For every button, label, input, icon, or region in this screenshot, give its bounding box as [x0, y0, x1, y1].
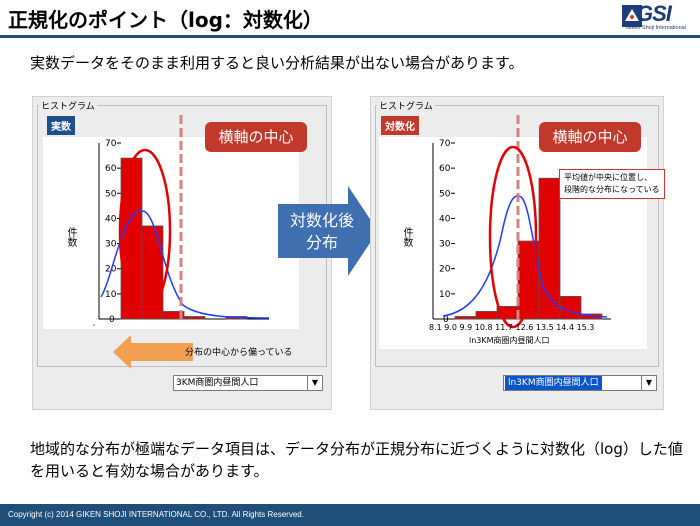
left-callout-center: 横軸の中心: [205, 122, 307, 152]
left-skew-note: 分布の中心から偏っている: [185, 348, 293, 358]
footer-bar: Copyright (c) 2014 GIKEN SHOJI INTERNATI…: [0, 504, 700, 526]
chevron-down-icon[interactable]: ▼: [641, 376, 656, 390]
right-histogram-group: [375, 105, 659, 367]
right-y-tick-label: 50: [439, 189, 451, 199]
logo-mark-icon: [622, 5, 642, 27]
right-distribution-note: 平均値が中央に位置し、 段階的な分布になっている: [559, 169, 665, 199]
left-y-tick-label: 50: [105, 189, 117, 199]
right-y-tick-label: 40: [439, 214, 451, 224]
note-line1: 平均値が中央に位置し、: [564, 173, 652, 182]
right-panel: ヒストグラム 対数化 70 60 50 40 30 20 10 0 件数 8.1 9.0 9.…: [370, 96, 665, 410]
left-normal-curve: [100, 210, 270, 319]
arrow-label-line2: 分布: [305, 233, 338, 252]
right-bar: [538, 177, 561, 320]
right-normal-curve: [442, 195, 608, 318]
left-y-tick-label: 60: [105, 164, 117, 174]
left-y-tick-label: 10: [105, 290, 117, 300]
right-callout-center: 横軸の中心: [539, 122, 641, 152]
right-y-tick-label: 10: [439, 290, 451, 300]
left-ylabel: 件数: [65, 227, 76, 247]
company-logo: GSI Giken Shoji International: [622, 1, 692, 33]
right-y-tick-label: 60: [439, 164, 451, 174]
left-highlight-ellipse: [118, 148, 172, 314]
left-y-tick-label: 40: [105, 214, 117, 224]
left-y-tick-label: 30: [105, 240, 117, 250]
transform-arrow-icon: [278, 186, 378, 276]
slide-title: 正規化のポイント（log：対数化）: [8, 8, 323, 32]
left-variable-select[interactable]: 3KM商圏内昼間人口 ▼: [173, 375, 323, 391]
right-variable-select[interactable]: ln3KM商圏内昼間人口 ▼: [503, 375, 657, 391]
right-bar: [475, 311, 498, 320]
right-xlabel: ln3KM商圏内昼間人口: [469, 336, 550, 345]
right-highlight-ellipse: [488, 145, 538, 329]
right-tag-log: 対数化: [381, 116, 419, 135]
right-histogram-chart: 70 60 50 40 30 20 10 0: [432, 115, 611, 329]
right-y-tick-label: 30: [439, 240, 451, 250]
left-y-tick-label: 70: [105, 139, 117, 149]
copyright-text: Copyright (c) 2014 GIKEN SHOJI INTERNATI…: [8, 510, 304, 519]
right-y-tick-label: 0: [443, 315, 449, 325]
left-bar: [141, 225, 164, 320]
logo-text: GSI: [636, 1, 672, 26]
left-bar: [183, 316, 206, 320]
left-select-value: 3KM商圏内昼間人口: [176, 378, 259, 388]
right-y-tick-label: 20: [439, 265, 451, 275]
left-bar: [162, 311, 185, 320]
title-rule: [0, 35, 700, 38]
note-line2: 段階的な分布になっている: [564, 185, 660, 194]
right-y-tick-label: 70: [439, 139, 451, 149]
right-bar: [454, 316, 477, 320]
right-ylabel: 件数: [401, 227, 412, 247]
lead-text: 実数データをそのまま利用すると良い分析結果が出ない場合があります。: [30, 54, 524, 72]
right-select-value: ln3KM商圏内昼間人口: [505, 376, 602, 390]
left-panel: ヒストグラム 実数 70 60 50 40 30 20 10 0 0 件数 横軸の中心 分布の…: [32, 96, 332, 410]
chevron-down-icon[interactable]: ▼: [307, 376, 322, 390]
left-tag-raw: 実数: [47, 116, 75, 135]
bottom-explanation: 地域的な分布が極端なデータ項目は、データ分布が正規分布に近づくように対数化（lo…: [30, 440, 683, 480]
arrow-label-line1: 対数化後: [289, 211, 354, 230]
orange-left-arrow-icon: [113, 335, 193, 369]
right-group-label: ヒストグラム: [377, 99, 435, 112]
left-y-tick-label: 0: [109, 315, 115, 325]
svg-text:0: 0: [93, 323, 95, 327]
right-x-ticks: 8.1 9.0 9.9 10.8 11.7 12.6 13.5 14.4 15.…: [429, 323, 595, 332]
left-group-label: ヒストグラム: [39, 99, 97, 112]
logo-subtitle: Giken Shoji International: [626, 25, 686, 31]
